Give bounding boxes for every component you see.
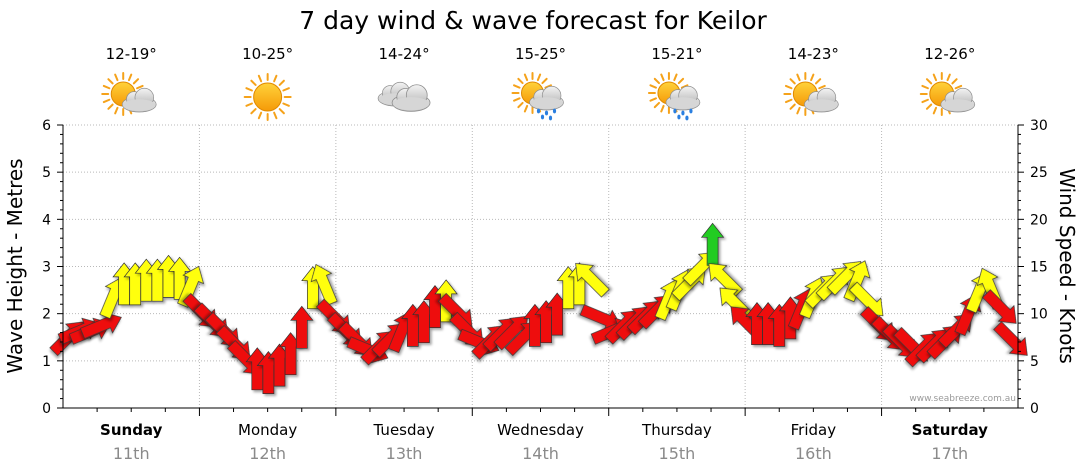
temperature-label: 12-26°: [924, 45, 975, 63]
left-tick-label: 0: [42, 401, 51, 417]
right-axis-title: Wind Speed - Knots: [1055, 168, 1079, 364]
left-axis-title: Wave Height - Metres: [3, 158, 27, 373]
cloudy-icon: [377, 81, 431, 112]
day-name-label: Saturday: [912, 421, 989, 439]
left-tick-label: 5: [42, 165, 51, 181]
day-date-label: 11th: [113, 444, 150, 463]
day-name-label: Friday: [791, 421, 837, 439]
left-tick-label: 2: [42, 307, 51, 323]
right-tick-label: 10: [1030, 307, 1048, 323]
right-tick-label: 25: [1030, 165, 1048, 181]
wind-arrow: [177, 265, 205, 308]
day-date-label: 15th: [659, 444, 696, 463]
left-tick-label: 6: [42, 118, 51, 134]
left-tick-label: 3: [42, 260, 51, 276]
right-tick-label: 15: [1030, 260, 1048, 276]
temperature-label: 15-25°: [515, 45, 566, 63]
sunny-icon: [243, 73, 292, 121]
temperature-label: 15-21°: [651, 45, 702, 63]
right-tick-label: 5: [1030, 354, 1039, 370]
credit-text: www.seabreeze.com.au: [909, 394, 1016, 404]
wind-arrow: [290, 305, 314, 349]
day-date-label: 17th: [931, 444, 968, 463]
day-date-label: 13th: [386, 444, 423, 463]
right-tick-label: 30: [1030, 118, 1048, 134]
day-name-label: Tuesday: [373, 421, 435, 439]
wind-arrow: [843, 260, 871, 303]
left-tick-label: 1: [42, 354, 51, 370]
temperature-label: 14-24°: [379, 45, 430, 63]
day-date-label: 14th: [522, 444, 559, 463]
day-name-label: Thursday: [641, 421, 712, 439]
right-tick-label: 0: [1030, 401, 1039, 417]
wind-arrow: [575, 263, 610, 298]
partly-cloudy-icon: [783, 72, 839, 116]
chart-title: 7 day wind & wave forecast for Keilor: [299, 6, 767, 35]
wind-arrow: [708, 263, 743, 298]
temperature-label: 10-25°: [242, 45, 293, 63]
partly-cloudy-icon: [101, 72, 157, 116]
wind-arrow: [310, 263, 338, 306]
right-tick-label: 20: [1030, 212, 1048, 228]
showers-icon: [647, 72, 701, 121]
temperature-label: 12-19°: [106, 45, 157, 63]
partly-cloudy-icon: [919, 72, 976, 116]
day-name-label: Wednesday: [497, 421, 584, 439]
left-tick-label: 4: [42, 212, 51, 228]
temperature-label: 14-23°: [788, 45, 839, 63]
day-name-label: Sunday: [100, 421, 163, 439]
wind-arrow: [982, 289, 1017, 324]
wind-arrow: [993, 321, 1028, 356]
day-name-label: Monday: [238, 421, 297, 439]
day-date-label: 12th: [249, 444, 286, 463]
day-date-label: 16th: [795, 444, 832, 463]
showers-icon: [511, 72, 564, 121]
